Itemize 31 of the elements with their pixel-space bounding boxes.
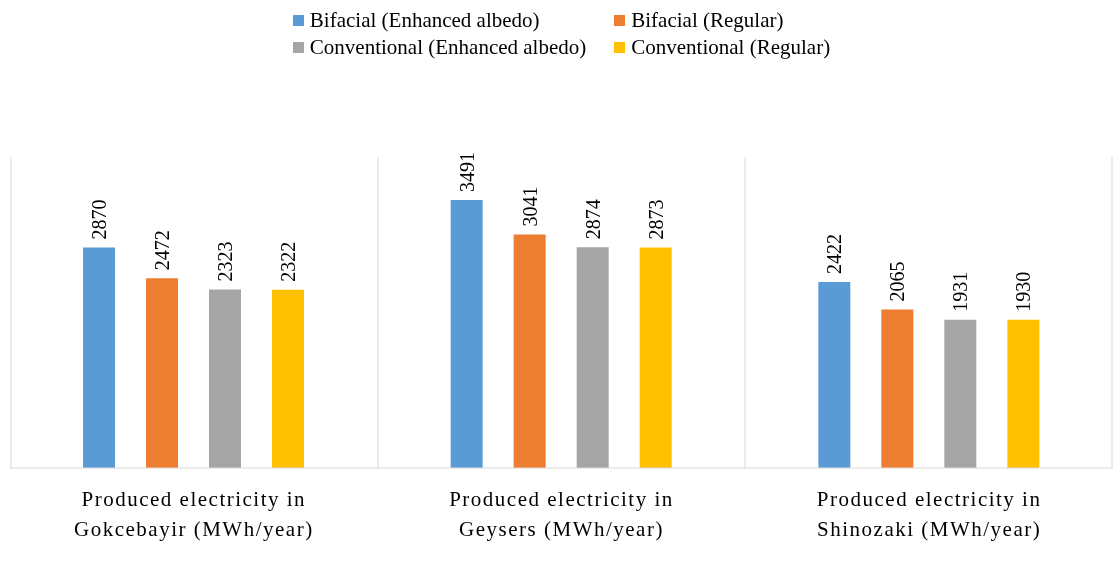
bar [272,289,304,468]
data-label: 2422 [823,234,846,275]
legend-label: Conventional (Regular) [631,35,831,60]
data-label: 2323 [214,241,236,282]
bar [146,278,178,468]
data-label: 2873 [644,199,667,240]
bar [1007,319,1040,468]
legend-label: Bifacial (Enhanced albedo) [309,8,540,33]
x-tick-label: Produced electricity in Geysers (MWh/year) [449,487,674,541]
data-label: 1931 [949,271,972,312]
data-label: 2065 [886,261,909,302]
data-label: 2874 [581,199,604,240]
legend-label: Conventional (Enhanced albedo) [309,35,587,60]
bar [209,289,241,468]
bar [576,247,609,468]
data-label: 3491 [455,151,478,192]
bar [450,199,483,468]
data-label: 2322 [277,241,299,282]
bar [881,309,914,468]
bar [944,319,977,468]
data-label: 3041 [518,186,541,227]
x-tick-label: Produced electricity in Gokcebayir (MWh/year) [74,487,314,541]
data-label: 2870 [88,199,110,240]
bar [83,247,115,468]
bar [639,247,672,468]
x-tick-label: Produced electricity in Shinozaki (MWh/year) [816,487,1042,541]
data-label: 2472 [151,230,173,271]
legend-label: Bifacial (Regular) [631,8,784,33]
bar [513,234,546,468]
data-label: 1930 [1012,271,1035,312]
bar [818,282,851,468]
